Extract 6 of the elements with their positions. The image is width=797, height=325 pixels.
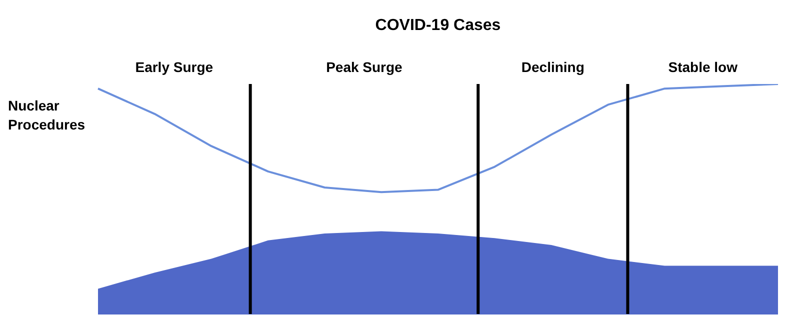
chart-title: COVID-19 Cases <box>375 17 501 34</box>
text: Stable low <box>668 59 738 75</box>
text: Declining <box>521 59 584 75</box>
series-label: Nuclear Procedures <box>8 98 86 133</box>
text: Early Surge <box>135 59 214 75</box>
text: Peak Surge <box>326 59 403 75</box>
